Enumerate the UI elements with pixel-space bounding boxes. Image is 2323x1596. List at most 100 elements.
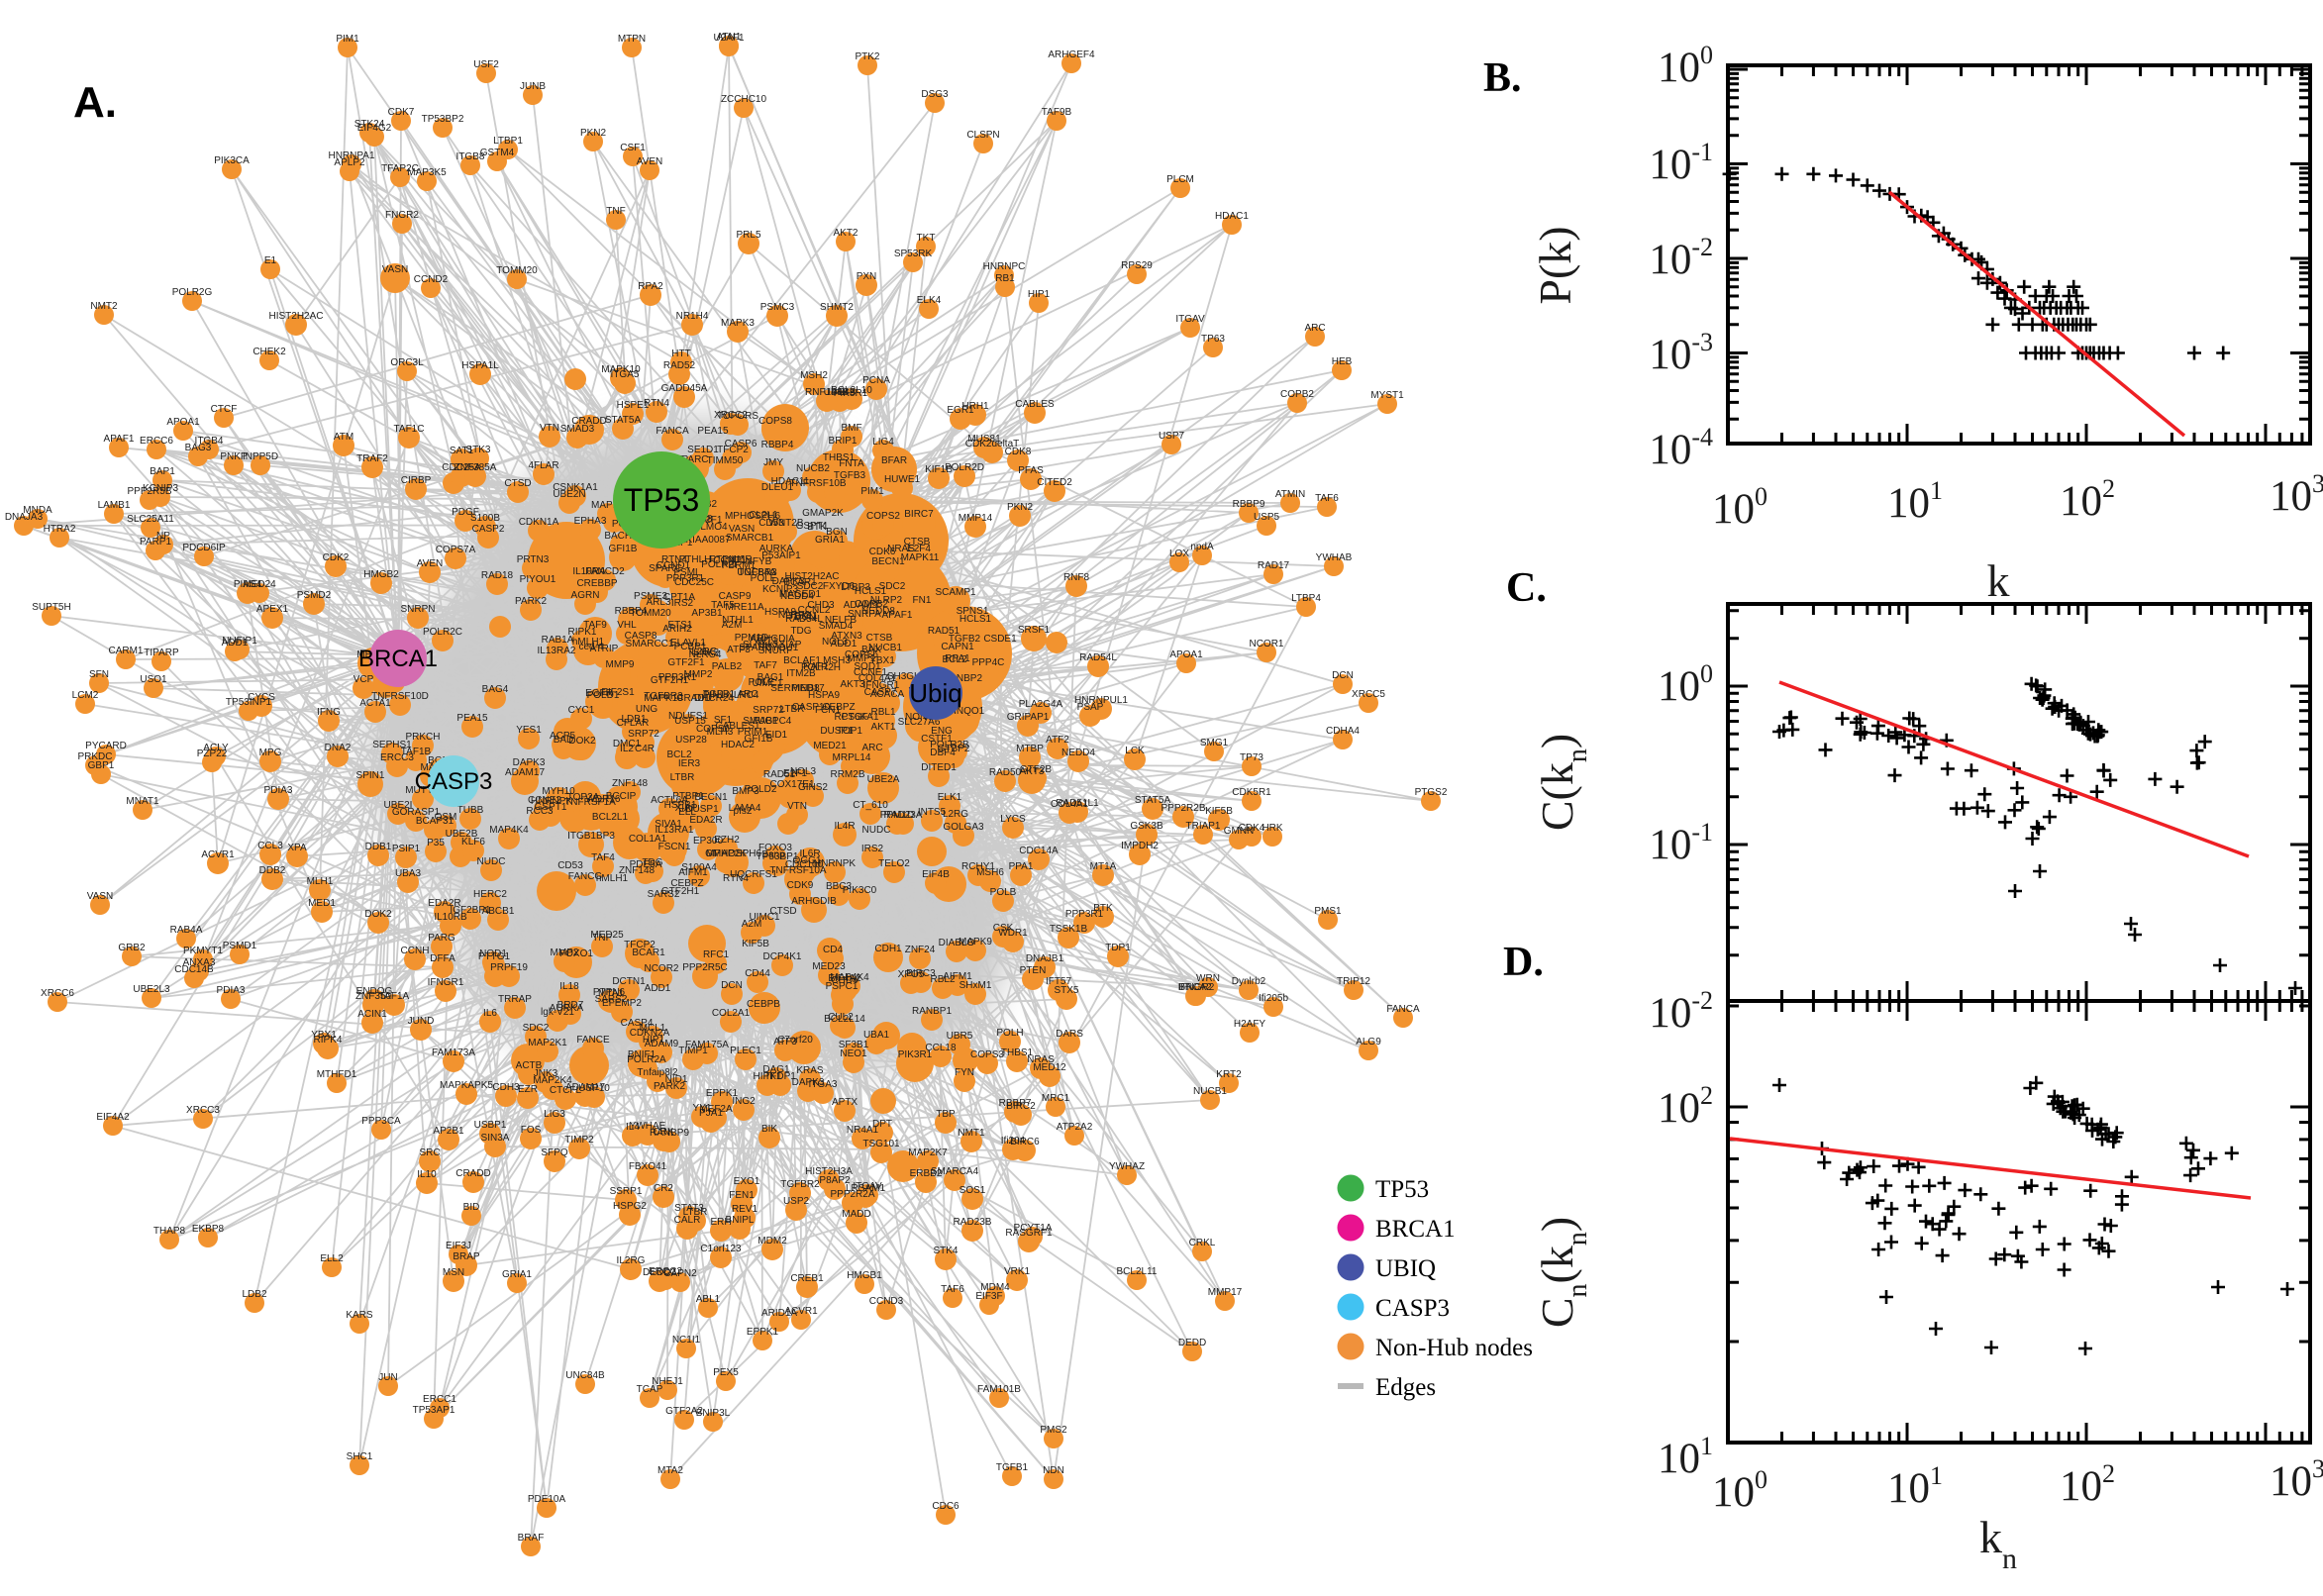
svg-text:MNAT1: MNAT1 — [126, 796, 159, 807]
svg-text:KIF5B: KIF5B — [742, 939, 769, 949]
svg-text:CDK2deltaT: CDK2deltaT — [965, 439, 1019, 449]
svg-text:ATF2: ATF2 — [1046, 735, 1069, 746]
svg-text:EIF4G2: EIF4G2 — [357, 123, 392, 134]
svg-text:PEX5: PEX5 — [713, 1367, 739, 1378]
svg-text:PXN: PXN — [857, 271, 877, 282]
svg-text:HRH1: HRH1 — [961, 401, 989, 412]
svg-text:ING2: ING2 — [732, 1096, 756, 1107]
svg-text:ARC: ARC — [737, 689, 758, 700]
svg-text:PKN2: PKN2 — [580, 128, 607, 139]
svg-text:SMARCC1: SMARCC1 — [626, 639, 674, 649]
svg-text:MSH6: MSH6 — [976, 867, 1004, 878]
svg-text:E2F4: E2F4 — [907, 544, 931, 554]
svg-text:ZNF385A: ZNF385A — [454, 462, 497, 473]
svg-text:UBE2L3: UBE2L3 — [133, 984, 170, 995]
svg-text:CYCS: CYCS — [248, 692, 275, 703]
svg-text:EIF2S1: EIF2S1 — [601, 687, 635, 698]
svg-text:PSMC3: PSMC3 — [760, 302, 795, 313]
svg-text:ADAM17: ADAM17 — [505, 767, 545, 778]
svg-text:STAT5A: STAT5A — [605, 415, 642, 426]
svg-text:NFYB: NFYB — [746, 556, 772, 567]
svg-text:PPP2R5B: PPP2R5B — [127, 486, 171, 497]
svg-text:ATF3: ATF3 — [773, 1037, 797, 1047]
svg-text:PPP2R2A: PPP2R2A — [830, 1189, 874, 1200]
svg-text:GBP1: GBP1 — [88, 760, 115, 771]
svg-text:PBRM1: PBRM1 — [722, 560, 757, 571]
svg-text:PIYOU1: PIYOU1 — [762, 643, 799, 653]
svg-text:TRRAP: TRRAP — [498, 994, 532, 1005]
svg-text:RRM2B: RRM2B — [830, 769, 864, 780]
svg-text:POLD1: POLD1 — [587, 690, 620, 701]
svg-text:RAB4A: RAB4A — [170, 925, 203, 936]
svg-text:LTBP3: LTBP3 — [841, 582, 870, 593]
svg-text:PIM1: PIM1 — [336, 34, 359, 45]
svg-text:E1: E1 — [264, 255, 277, 266]
svg-text:YBX1: YBX1 — [869, 655, 895, 666]
svg-text:MUTYH: MUTYH — [405, 785, 441, 796]
svg-text:NUDC: NUDC — [862, 825, 891, 836]
svg-text:PLA2G4A: PLA2G4A — [1019, 699, 1063, 710]
svg-text:UBR5: UBR5 — [947, 1031, 973, 1042]
svg-text:NUCB1: NUCB1 — [868, 643, 902, 653]
svg-text:BCL2L1: BCL2L1 — [592, 812, 629, 823]
svg-text:IL13RA1: IL13RA1 — [656, 825, 694, 836]
svg-text:CDK5R1: CDK5R1 — [1232, 787, 1271, 798]
svg-text:PKMYT1: PKMYT1 — [183, 946, 223, 956]
svg-text:CAPN2: CAPN2 — [663, 1268, 697, 1279]
svg-text:SPARC: SPARC — [739, 643, 772, 653]
svg-text:LTBR: LTBR — [780, 704, 805, 715]
svg-text:RFC1: RFC1 — [703, 949, 730, 960]
svg-text:DIABLO: DIABLO — [939, 938, 975, 948]
svg-text:ITGB4: ITGB4 — [195, 436, 224, 447]
svg-text:JUN: JUN — [378, 1372, 397, 1383]
svg-text:MPHOSPH6: MPHOSPH6 — [725, 511, 781, 522]
svg-text:k: k — [1987, 555, 2010, 606]
svg-text:NEDD4: NEDD4 — [780, 591, 814, 602]
svg-text:XRCC5: XRCC5 — [1352, 689, 1385, 700]
svg-text:POLR2G: POLR2G — [172, 287, 213, 298]
svg-text:SUPT5H: SUPT5H — [32, 602, 70, 613]
svg-text:TGFB1: TGFB1 — [703, 689, 736, 700]
svg-text:DCN: DCN — [721, 980, 743, 991]
svg-text:KCNIP3: KCNIP3 — [143, 483, 179, 494]
svg-text:BCLAF1: BCLAF1 — [783, 655, 821, 666]
svg-text:ZNF148: ZNF148 — [619, 865, 656, 876]
svg-text:NLRP2: NLRP2 — [870, 595, 903, 606]
svg-text:IL2RG: IL2RG — [689, 647, 718, 657]
svg-text:CSNK1A1: CSNK1A1 — [553, 482, 598, 493]
svg-text:CCND3: CCND3 — [869, 1296, 904, 1307]
svg-text:BRAF: BRAF — [518, 1533, 545, 1544]
svg-text:COPB2: COPB2 — [1280, 389, 1314, 400]
svg-text:CHEK2: CHEK2 — [252, 347, 286, 357]
svg-text:PFAS: PFAS — [1018, 465, 1044, 476]
svg-text:BNIF1: BNIF1 — [628, 1049, 656, 1060]
svg-text:S100A4: S100A4 — [681, 862, 717, 873]
svg-text:LMO4: LMO4 — [700, 522, 728, 533]
svg-text:ZNF148: ZNF148 — [612, 778, 649, 789]
svg-text:TAF9B: TAF9B — [1042, 107, 1072, 118]
svg-text:BRD7: BRD7 — [557, 1000, 584, 1011]
svg-text:PSIP1: PSIP1 — [392, 844, 421, 854]
svg-text:CUL2: CUL2 — [828, 1012, 854, 1023]
svg-text:RBBP4: RBBP4 — [615, 606, 648, 617]
svg-text:CPT1A: CPT1A — [663, 592, 696, 603]
svg-text:SMG1: SMG1 — [1200, 738, 1229, 748]
svg-text:CAPN1: CAPN1 — [941, 642, 974, 652]
svg-text:TAF4: TAF4 — [591, 852, 615, 863]
svg-text:XRCC2: XRCC2 — [714, 410, 748, 421]
svg-text:PSME3: PSME3 — [634, 591, 667, 602]
svg-text:GTBP2: GTBP2 — [938, 744, 970, 754]
svg-text:PZP22: PZP22 — [197, 748, 228, 759]
svg-text:GRIPAP1: GRIPAP1 — [1007, 712, 1050, 723]
svg-text:C.: C. — [1506, 565, 1547, 611]
svg-text:RCC3: RCC3 — [526, 806, 554, 817]
svg-text:IMPDH2: IMPDH2 — [1121, 841, 1159, 851]
svg-text:XIAP: XIAP — [779, 640, 802, 650]
svg-text:TNF: TNF — [592, 933, 611, 944]
svg-text:NHEJ1: NHEJ1 — [652, 1376, 683, 1387]
svg-text:FOXO3: FOXO3 — [758, 843, 792, 853]
svg-text:WRN: WRN — [1196, 973, 1220, 984]
svg-text:IL10RB: IL10RB — [434, 912, 467, 923]
svg-text:UBE4B: UBE4B — [824, 387, 857, 398]
svg-text:NOL3: NOL3 — [822, 637, 849, 648]
